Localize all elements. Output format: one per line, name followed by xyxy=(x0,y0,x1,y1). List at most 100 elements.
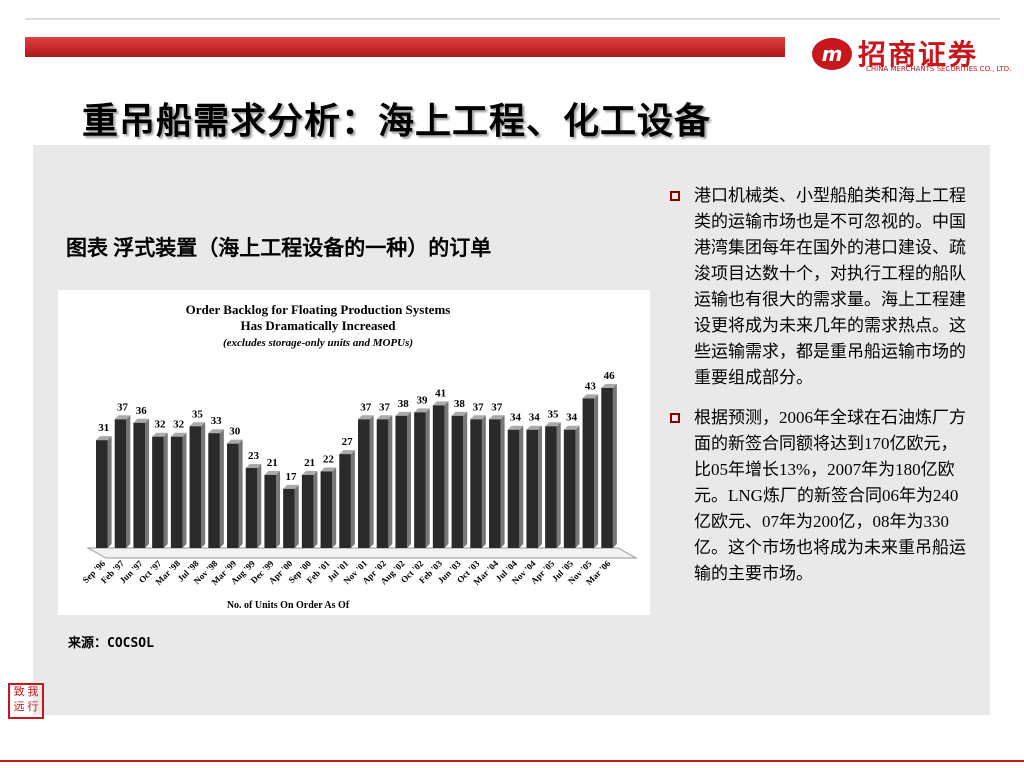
bar xyxy=(358,419,370,548)
bar-top xyxy=(208,429,224,434)
bar-top xyxy=(507,425,524,430)
bar-top xyxy=(414,408,430,413)
value-label: 21 xyxy=(267,457,278,469)
bar-top xyxy=(563,425,580,430)
bar-side xyxy=(444,401,449,548)
value-label: 37 xyxy=(379,401,391,413)
bullet-icon xyxy=(670,413,680,423)
value-label: 34 xyxy=(510,412,522,424)
bar-side xyxy=(407,411,412,548)
bar-top xyxy=(526,425,543,430)
bullet-text: 港口机械类、小型船舶类和海上工程类的运输市场也是不可忽视的。中国港湾集团每年在国… xyxy=(694,186,966,387)
bar-top xyxy=(601,384,617,388)
bar-side xyxy=(369,415,374,548)
bar xyxy=(264,474,277,548)
bar-top xyxy=(470,415,486,420)
bar-top xyxy=(96,436,112,441)
bar-side xyxy=(575,425,580,548)
value-label: 37 xyxy=(491,401,503,413)
bar-side xyxy=(612,384,617,548)
bullet-text: 根据预测，2006年全球在石油炼厂方面的新签合同额将达到170亿欧元，比05年增… xyxy=(694,408,966,583)
bar-top xyxy=(301,470,318,475)
value-label: 17 xyxy=(285,471,297,483)
value-label: 23 xyxy=(248,450,260,462)
bar xyxy=(227,443,239,548)
bar xyxy=(545,426,557,548)
bar xyxy=(470,419,482,548)
bar-side xyxy=(182,432,187,548)
bar xyxy=(376,419,389,548)
chart-title: Order Backlog for Floating Production Sy… xyxy=(186,302,451,317)
bar-side xyxy=(294,484,299,548)
bar xyxy=(170,436,183,548)
bar-side xyxy=(219,429,224,548)
bar-side xyxy=(538,425,543,548)
bar-top xyxy=(358,415,374,420)
bar-side xyxy=(163,432,168,548)
bar-top xyxy=(227,439,243,444)
bar xyxy=(526,429,539,548)
bullet-list: 港口机械类、小型船舶类和海上工程类的运输市场也是不可忽视的。中国港湾集团每年在国… xyxy=(668,183,973,601)
bar-top xyxy=(283,484,299,489)
bar-top xyxy=(264,470,281,475)
bar xyxy=(301,474,314,548)
bar-side xyxy=(425,408,430,548)
bar-top xyxy=(152,432,168,437)
bullet: 港口机械类、小型船舶类和海上工程类的运输市场也是不可忽视的。中国港湾集团每年在国… xyxy=(668,183,973,391)
logo-subtitle: CHINA MERCHANTS SECURITIES CO., LTD. xyxy=(866,65,1012,73)
value-label: 35 xyxy=(547,408,559,420)
value-label: 41 xyxy=(435,387,446,399)
bar xyxy=(152,436,164,548)
value-label: 37 xyxy=(360,401,372,413)
value-label: 46 xyxy=(604,370,616,382)
bar-top xyxy=(170,432,187,437)
value-label: 31 xyxy=(98,422,109,434)
value-label: 37 xyxy=(473,401,485,413)
bullet: 根据预测，2006年全球在石油炼厂方面的新签合同额将达到170亿欧元，比05年增… xyxy=(668,405,973,587)
bar-side xyxy=(556,422,561,548)
bar xyxy=(283,488,295,548)
bar-side xyxy=(276,470,281,548)
value-label: 22 xyxy=(323,453,335,465)
bar xyxy=(563,429,576,548)
value-label: 36 xyxy=(136,405,148,417)
bar xyxy=(507,429,520,548)
bar xyxy=(320,471,333,548)
bar xyxy=(432,405,445,548)
bar-top xyxy=(114,415,131,420)
bar xyxy=(114,419,127,548)
value-label: 33 xyxy=(211,415,223,427)
bar-top xyxy=(395,411,412,416)
bar-top xyxy=(489,415,505,420)
value-label: 30 xyxy=(229,426,241,438)
bar-side xyxy=(388,415,393,548)
bar xyxy=(245,468,258,548)
floor xyxy=(86,547,638,559)
bar-side xyxy=(463,411,468,548)
logo-mark: m xyxy=(812,38,852,70)
top-bar xyxy=(25,37,785,57)
bar-side xyxy=(145,418,150,548)
value-label: 34 xyxy=(529,412,541,424)
bar xyxy=(339,454,351,548)
value-label: 37 xyxy=(117,401,129,413)
bar xyxy=(582,398,595,548)
bar-side xyxy=(238,439,243,548)
bar-side xyxy=(519,425,524,548)
bar xyxy=(489,419,501,548)
stamp: 致 我远 行 xyxy=(8,683,44,719)
value-label: 39 xyxy=(416,394,428,406)
bar-side xyxy=(257,464,262,548)
bar xyxy=(208,433,220,548)
bar xyxy=(189,426,202,548)
bar-top xyxy=(339,450,355,455)
bar-side xyxy=(350,450,355,548)
bar-side xyxy=(332,467,337,548)
top-line xyxy=(25,18,1000,20)
source: 来源：COCSOL xyxy=(68,636,154,651)
x-axis-label: No. of Units On Order As Of xyxy=(227,600,350,611)
bar-top xyxy=(451,411,468,416)
value-label: 38 xyxy=(398,398,410,410)
bullet-icon xyxy=(670,191,680,201)
